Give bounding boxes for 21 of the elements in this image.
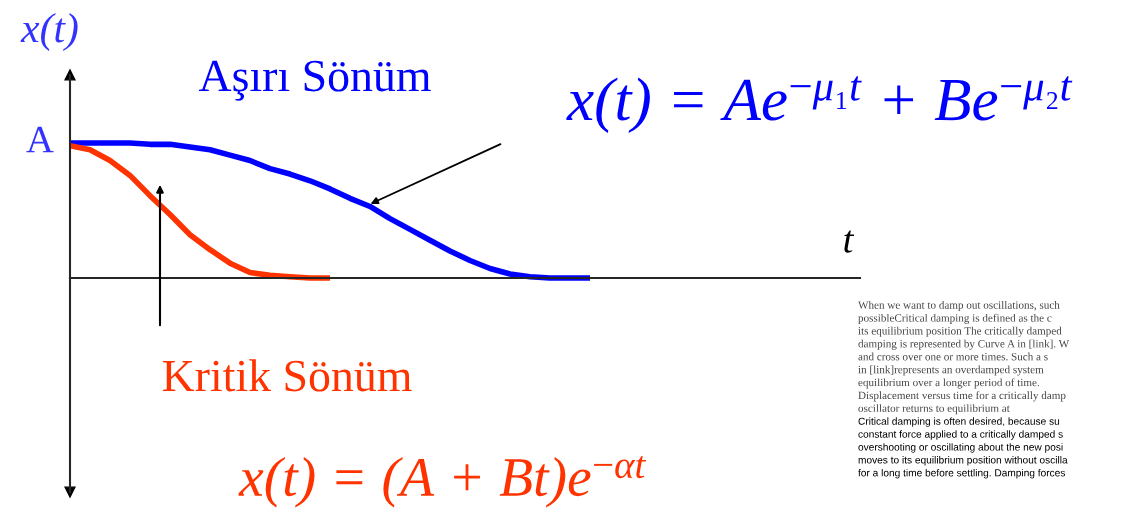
text: and cross over one or more times. Such a s <box>858 352 1048 361</box>
text: Kritik Sönüm <box>162 359 412 392</box>
text: its equilibrium position The critically damped <box>858 326 1062 337</box>
text: Displacement versus time for a critically damp <box>858 391 1066 402</box>
text: Critical damping is often desired, because su <box>858 417 1060 427</box>
text: overshooting or oscillating about the new posi <box>858 443 1063 453</box>
text: oscillator returns to equilibrium at <box>858 404 1010 415</box>
text: possibleCritical damping is defined as the c <box>858 313 1052 325</box>
text: x(t) = (A + Bt)e$^{−αt}$ <box>238 455 647 508</box>
text: moves to its equilibrium position without oscilla <box>858 456 1068 466</box>
y-axis-title: x(t) <box>20 13 78 51</box>
text: for a long time before settling. Damping forces <box>858 468 1066 479</box>
text: constant force applied to a critically damped s <box>858 430 1063 440</box>
text: damping is represented by Curve A in [link]. W <box>858 339 1070 350</box>
text: x(t) = Ae$^{−μ₁t}$ + Be$^{−μ₂t}$ <box>566 76 1073 134</box>
text: A <box>26 126 54 153</box>
text: in [link]represents an overdamped system <box>858 365 1044 376</box>
text: When we want to damp out oscillations, such <box>858 300 1060 312</box>
text: t <box>844 230 855 253</box>
series-label: Aşırı Sönüm <box>198 60 431 101</box>
text: equilibrium over a longer period of time. <box>858 378 1040 389</box>
